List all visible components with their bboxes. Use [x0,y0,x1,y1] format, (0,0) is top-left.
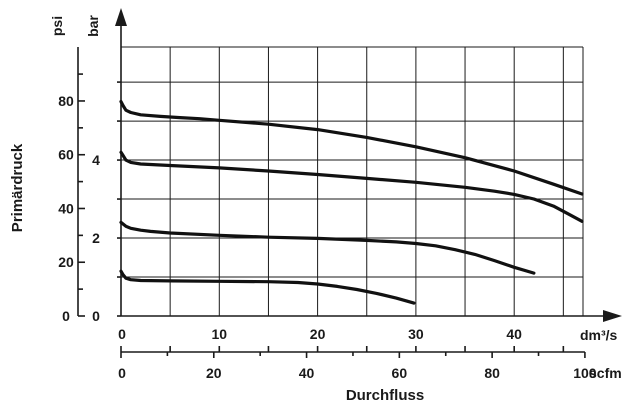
x-primary-tick-label: 30 [408,326,424,342]
x-secondary-tick-label: 0 [118,365,126,381]
y-axis-arrow [115,8,127,26]
x-secondary-tick-label: 80 [484,365,500,381]
x-secondary-tick-label: 20 [206,365,222,381]
curves [119,100,584,305]
x-primary-unit-label: dm³/s [580,327,618,343]
labels: 0 10 20 30 400 20 40 60 80 100024020406080dm³/ssc… [9,15,622,404]
series-line-4 [119,269,416,305]
y-secondary-tick-label: 20 [58,254,74,270]
x-primary-tick-label: 10 [212,326,228,342]
x-primary-tick-label: 20 [310,326,326,342]
y-primary-tick-label: 2 [92,230,100,246]
x-axis-title: Durchfluss [346,387,424,404]
x-primary-tick-label: 0 [118,326,126,342]
x-secondary-tick-label: 60 [392,365,408,381]
x-secondary-tick-label: 40 [299,365,315,381]
grid [121,46,584,316]
y-secondary-tick-label: 40 [58,200,74,216]
axes [77,8,622,358]
y-primary-unit-label: bar [85,15,101,37]
x-axis-arrow [603,310,622,322]
y-primary-tick-label: 0 [92,308,100,324]
x-secondary-unit-label: scfm [589,365,622,381]
y-secondary-tick-label: 0 [62,308,70,324]
series-line-1 [119,100,584,196]
series-line-2 [119,150,584,223]
y-secondary-tick-label: 60 [58,147,74,163]
y-secondary-unit-label: psi [49,16,65,36]
x-secondary-tick-label: 100 [573,365,597,381]
y-axis-title: Primärdruck [9,143,26,232]
series-line-3 [119,220,536,275]
y-primary-tick-label: 4 [92,152,100,168]
y-secondary-tick-label: 80 [58,93,74,109]
x-primary-tick-label: 40 [506,326,522,342]
